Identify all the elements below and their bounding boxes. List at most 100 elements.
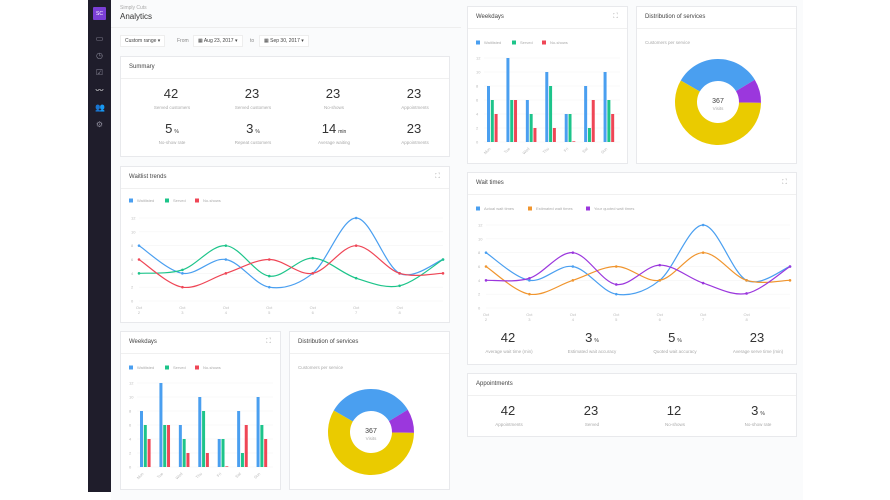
data-point [658,263,662,267]
from-date: Aug 23, 2017 ▾ [203,38,238,44]
y-tick-label: 6 [131,257,134,262]
stat: 42 Served customers [131,87,213,111]
clock-icon[interactable]: ◷ [96,51,103,60]
calendar-icon[interactable]: ▭ [95,34,104,43]
legend-swatch [542,40,546,45]
legend-swatch [476,206,480,211]
legend-label: Served [520,40,533,45]
to-date-picker[interactable]: ▦ Sep 30, 2017 ▾ [259,35,309,47]
bar [603,72,607,142]
bar [178,425,182,467]
subtitle: Customers per service [298,365,344,370]
stat-value: 5% [131,122,213,139]
range-select[interactable]: Custom range ▾ [120,35,166,47]
trend-icon[interactable]: 〰 [95,86,104,95]
pie-slice [333,389,408,422]
legend-swatch [476,40,480,45]
summary-card: Summary 42 Served customers 23 Served custo… [120,56,450,157]
checklist-icon[interactable]: ☑ [95,68,104,77]
bar [205,453,209,467]
expand-icon[interactable]: ⛶ [782,179,787,186]
stat-number: 14 [321,121,337,136]
from-date-picker[interactable]: ▦ Aug 23, 2017 ▾ [193,35,243,47]
card-title: Summary [129,64,155,70]
pie-slice [388,409,414,433]
stat-value: 23 [551,404,633,421]
bar [490,100,494,142]
y-tick-label: 4 [129,437,132,442]
x-tick-label: Tue [156,471,165,480]
pie-slice [735,79,761,103]
x-tick-label: Wed [521,146,530,155]
stat-unit: % [760,411,765,417]
bar [545,72,549,142]
data-point [181,272,184,275]
calendar-icon: ▦ [198,38,204,44]
x-tick-label: 8 [398,310,401,315]
bar [506,58,510,142]
x-tick-label: Sat [234,471,242,479]
stat-label: Repeat customers [234,140,272,145]
stat: 23 Served customers [212,87,294,111]
x-tick-label: 2 [485,317,488,322]
breadcrumb[interactable]: Simply Cuts [120,5,147,11]
stat: 5% No-show rate [131,122,213,146]
expand-icon[interactable]: ⛶ [266,338,271,345]
x-tick-label: Oct [613,312,620,317]
pie-slice [680,58,755,92]
data-point [311,272,315,275]
x-tick-label: 4 [572,317,575,322]
x-tick-label: Oct [179,305,186,310]
stat-label: No-show rate [744,422,772,427]
stat: 23 Served [551,404,633,428]
card-title: Distribution of services [645,14,706,20]
weekdays-card: Weekdays ⛶ Waitlisted Served No-shows 0 2 4 6 8… [120,331,281,490]
stat-value: 23 [374,87,456,104]
expand-icon[interactable]: ⛶ [435,173,440,180]
data-point [267,258,271,261]
users-icon[interactable]: 👥 [95,103,105,112]
y-tick-label: 2 [131,285,134,290]
gear-icon[interactable]: ⚙ [95,120,104,129]
bar [494,114,498,142]
stat: 3% No-show rate [717,404,799,428]
bar [591,100,595,142]
stat-value: 12 [634,404,716,421]
bar [525,100,529,142]
x-tick-label: Oct [223,305,230,310]
x-tick-label: Mon [136,471,145,480]
bar [140,411,143,467]
to-label: to [250,38,255,44]
x-tick-label: 3 [181,310,184,315]
x-tick-label: 5 [268,310,271,315]
bar [244,425,248,467]
stat-label: Served [584,422,600,427]
stat-label: No-shows [323,105,344,110]
data-point [398,272,401,275]
y-tick-label: 4 [131,271,134,276]
line-chart: Waitlisted Served No-shows024681012Oct2Oct… [129,198,445,315]
legend-label: Waitlisted [137,198,154,203]
stat-label: Appointments [401,105,429,110]
logo[interactable]: SC [93,7,106,20]
stat-value: 3% [212,122,294,139]
card-title: Weekdays [476,14,504,20]
expand-icon[interactable]: ⛶ [613,13,618,20]
stat-value: 42 [468,404,550,421]
divider [111,27,461,28]
to-date: Sep 30, 2017 ▾ [270,38,304,44]
bar [529,114,533,142]
bar [225,466,229,467]
legend-label: Waitlisted [484,40,501,45]
legend-swatch [528,206,532,211]
bar [611,114,615,142]
stat-number: 12 [666,403,682,418]
legend-swatch [195,365,199,370]
data-point [398,284,401,288]
data-point [701,251,705,254]
bar [568,114,572,142]
series-line [138,245,444,288]
x-tick-label: 7 [702,317,705,322]
bar [572,141,576,142]
line-chart: Actual wait times Estimated wait times You… [476,206,792,322]
